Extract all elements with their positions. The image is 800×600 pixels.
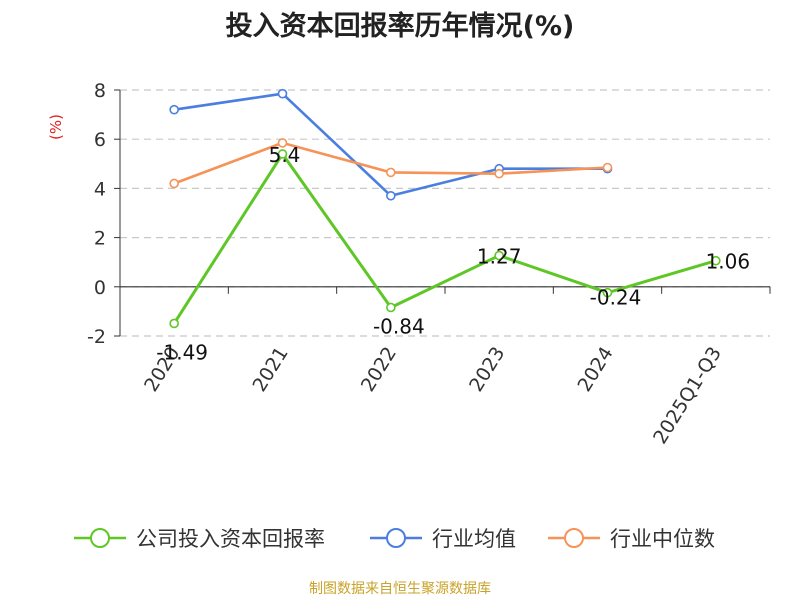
data-point [277, 88, 288, 99]
data-point [169, 104, 179, 115]
legend-marker [90, 528, 110, 548]
series-line [172, 152, 717, 325]
x-tick-label: 2021 [248, 343, 292, 396]
legend-label: 公司投入资本回报率 [136, 527, 325, 551]
data-point [386, 167, 396, 178]
legend-marker [386, 528, 406, 548]
y-tick-label: 4 [94, 178, 106, 200]
x-tick-label: 2022 [357, 343, 401, 396]
y-tick-label: 2 [94, 228, 106, 250]
data-point [602, 162, 613, 173]
data-point [386, 190, 396, 201]
x-tick-label: 2025Q1-Q3 [649, 343, 726, 448]
x-tick-label: 2024 [573, 343, 617, 396]
data-point [711, 255, 721, 266]
data-label: -1.49 [156, 340, 208, 364]
data-label: 5.4 [269, 143, 301, 167]
source-note: 制图数据来自恒生聚源数据库 [309, 581, 491, 597]
y-tick-label: 8 [94, 80, 106, 102]
data-label: 1.27 [477, 245, 522, 269]
series-line [173, 92, 608, 198]
legend-label: 行业均值 [432, 527, 516, 551]
y-tick-label: 0 [94, 277, 106, 299]
data-point [494, 168, 504, 179]
series-line [173, 141, 608, 185]
legend-marker [564, 528, 584, 548]
legend-label: 行业中位数 [610, 527, 715, 551]
chart-title: 投入资本回报率历年情况(%) [225, 11, 575, 42]
data-point [169, 178, 179, 189]
data-point [169, 318, 179, 329]
data-point [602, 287, 613, 298]
data-point [277, 138, 288, 148]
y-tick-label: -2 [87, 326, 106, 348]
data-label: -0.84 [373, 314, 425, 338]
y-tick-label: 6 [94, 129, 106, 151]
data-label: -0.24 [590, 286, 642, 310]
data-label: 1.06 [706, 250, 751, 274]
data-point [386, 302, 396, 313]
x-tick-label: 2023 [465, 343, 509, 396]
data-point [494, 250, 504, 261]
data-point [277, 149, 288, 159]
